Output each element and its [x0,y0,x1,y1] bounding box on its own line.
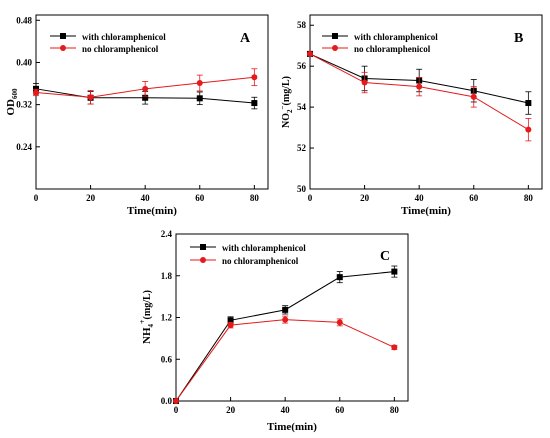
data-point-no [196,80,203,87]
y-tick-label: 0.24 [16,142,32,152]
data-point-no [416,83,423,90]
data-point-with [142,94,149,101]
y-tick-label: 54 [297,102,307,112]
y-tick-label: 0.32 [16,100,32,110]
panel-label: C [380,249,390,264]
data-point-with [525,100,532,107]
data-point-no [336,319,343,326]
series-line-with [175,271,395,402]
legend-label-with: with chloramphenicol [82,32,166,42]
data-point-no [307,50,313,57]
data-point-with [196,95,203,102]
legend: with chloramphenicol no chloramphenicol [190,243,306,266]
x-tick-label: 40 [281,405,291,415]
y-tick-label: 52 [297,143,307,153]
panel-a: A Time(min) OD600 with chloramphenicol n… [5,14,269,217]
legend-label-with: with chloramphenicol [222,243,306,253]
panel-b: B Time(min) NO2−(mg/L) with chlorampheni… [279,14,543,217]
y-tick-label: 50 [297,184,307,194]
y-axis-label: NO2−(mg/L) [279,76,294,128]
legend-label-no: no chloramphenicol [354,44,431,54]
legend-marker-no [332,45,338,51]
data-point-no [142,85,149,92]
panel-label: A [240,31,251,46]
legend: with chloramphenicol no chloramphenicol [50,32,166,54]
data-point-with [227,317,234,324]
data-point-no [251,74,258,81]
y-tick-label: 56 [297,61,307,71]
plot-frame [309,14,543,190]
legend: with chloramphenicol no chloramphenicol [322,32,438,54]
data-point-no [470,93,477,100]
y-axis-label: OD600 [5,88,19,116]
x-tick-label: 40 [415,193,425,203]
data-point-with [336,274,343,281]
x-tick-label: 0 [308,193,313,203]
data-point-no [525,126,532,133]
data-point-no [33,89,39,96]
y-tick-label: 0.40 [16,57,32,67]
data-point-no [227,322,234,329]
data-point-no [282,316,289,323]
x-tick-label: 20 [86,193,96,203]
y-tick-label: 58 [297,20,307,30]
data-point-no [361,79,368,86]
legend-marker-with [200,244,206,250]
x-tick-label: 60 [469,193,479,203]
legend-label-with: with chloramphenicol [354,32,438,42]
y-tick-label: 0.6 [161,354,173,364]
x-tick-label: 20 [360,193,370,203]
y-tick-label: 1.8 [161,271,173,281]
legend-label-no: no chloramphenicol [222,256,299,266]
x-axis-label: Time(min) [401,205,451,217]
series-line-no [175,319,395,402]
data-point-no [87,94,94,101]
plot-frame [35,14,269,190]
x-tick-label: 60 [335,405,345,415]
x-tick-label: 80 [524,193,534,203]
data-point-with [282,306,289,313]
panel-c: C Time(min) NH4+(mg/L) with chlorampheni… [138,229,409,433]
panel-label: B [514,31,523,46]
legend-marker-no [60,45,66,51]
x-tick-label: 20 [226,405,236,415]
x-tick-label: 40 [141,193,151,203]
data-point-with [33,85,39,92]
x-axis-label: Time(min) [267,421,317,433]
y-tick-label: 1.2 [161,313,173,323]
x-axis-label: Time(min) [127,205,177,217]
y-axis-label: NH4+(mg/L) [138,290,155,344]
data-point-with [391,268,398,275]
data-point-no [173,398,179,404]
legend-label-no: no chloramphenicol [82,44,159,54]
y-tick-label: 0.0 [161,396,173,406]
x-tick-label: 80 [250,193,260,203]
y-tick-label: 2.4 [161,229,173,239]
x-tick-label: 60 [195,193,205,203]
data-point-with [251,100,258,107]
x-tick-label: 0 [174,405,179,415]
legend-marker-with [60,33,66,39]
legend-marker-no [200,257,206,263]
legend-marker-with [332,33,338,39]
x-tick-label: 0 [34,193,39,203]
y-tick-label: 0.48 [16,15,32,25]
x-tick-label: 80 [390,405,400,415]
data-point-no [391,344,398,351]
